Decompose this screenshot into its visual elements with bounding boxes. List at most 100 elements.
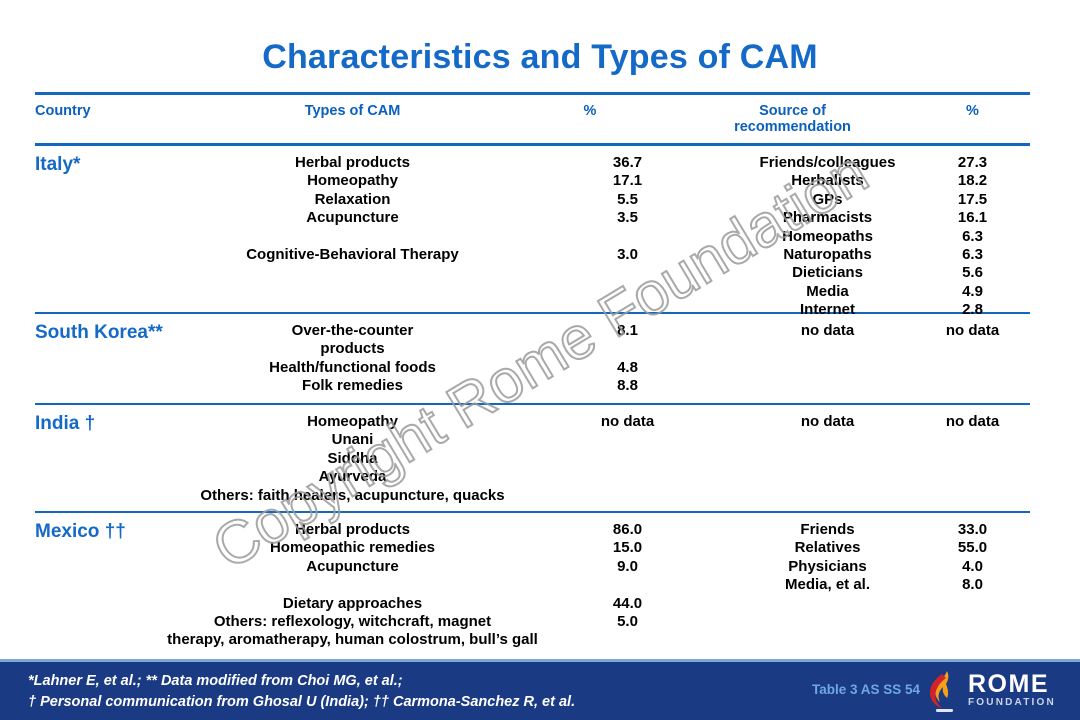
footnote-line-1: *Lahner E, et al.; ** Data modified from… [28,673,403,689]
value: 15.0 [612,539,643,557]
table-row-india: India † Homeopathy Unani Siddha Ayurveda… [35,405,1030,511]
list-item: Internet [799,301,855,319]
list-item: GPs [812,190,843,208]
value: 6.3 [962,227,983,245]
value: 6.3 [962,245,983,263]
list-item: Cognitive-Behavioral Therapy [246,245,459,263]
footnote-references: *Lahner E, et al.; ** Data modified from… [28,671,575,713]
value: 8.8 [617,377,638,395]
percent-list-india: no data [535,413,720,431]
percent-list-italy: 36.7 17.1 5.5 3.5 3.0 [535,154,720,264]
logo-wordmark: ROME FOUNDATION [968,671,1064,709]
column-header-percent-2: % [966,103,979,119]
list-item: Herbalists [791,172,864,190]
value: 5.6 [962,264,983,282]
list-item: Others: reflexology, witchcraft, magnet [213,612,492,630]
table-header-row: Country Types of CAM % Source of recomme… [35,95,1030,143]
value: 3.5 [617,209,638,227]
row-rule-after-south-korea [35,403,1030,405]
list-item: Relaxation [314,190,391,208]
types-list-india: Homeopathy Unani Siddha Ayurveda Others:… [150,413,555,505]
list-item: Relatives [794,539,861,557]
list-item: Acupuncture [306,209,399,227]
list-item: products [320,340,385,358]
types-list-mexico: Herbal products Homeopathic remedies Acu… [150,521,555,650]
list-item: Dietary approaches [282,594,423,612]
row-rule-after-italy [35,312,1030,314]
percent-list-south-korea: 8.1 4.8 8.8 [535,322,720,396]
list-item: therapy, aromatherapy, human colostrum, … [167,631,538,649]
column-header-source-line1: Source of [759,103,826,119]
page-title: Characteristics and Types of CAM [262,38,818,76]
table-row-italy: Italy* Herbal products Homeopathy Relaxa… [35,146,1030,318]
value: 17.1 [612,172,643,190]
list-item: Homeopaths [782,227,873,245]
value: 5.5 [617,190,638,208]
value-spacer [535,340,720,358]
list-item: no data [800,322,855,339]
header-bottom-rule [35,143,1030,146]
types-list-italy: Herbal products Homeopathy Relaxation Ac… [150,154,555,264]
value: 2.8 [962,301,983,319]
percent-list-mexico: 86.0 15.0 9.0 44.0 5.0 [535,521,720,631]
list-item-spacer [150,228,555,246]
list-item: Homeopathic remedies [269,539,436,557]
value: 86.0 [612,521,643,538]
value: 44.0 [612,594,643,612]
country-label-india: India † [35,413,96,434]
footer-bar: *Lahner E, et al.; ** Data modified from… [0,659,1080,720]
list-item: Media, et al. [784,576,871,594]
column-header-source-line2: recommendation [734,119,851,135]
list-item: Dieticians [792,264,863,282]
value: 16.1 [957,209,988,227]
table-top-rule [35,92,1030,95]
source-list-south-korea: no data [690,322,965,340]
column-header-country: Country [35,103,91,119]
value: 4.9 [962,282,983,300]
table-row-south-korea: South Korea** Over-the-counter products … [35,314,1030,403]
list-item: Over-the-counter [291,322,414,339]
country-label-italy: Italy* [35,154,81,175]
value: 8.1 [617,322,638,339]
list-item: Folk remedies [302,377,403,395]
types-list-south-korea: Over-the-counter products Health/functio… [150,322,555,396]
source-percent-list-india: no data [915,413,1030,431]
logo-name: ROME [968,670,1049,698]
source-percent-list-south-korea: no data [915,322,1030,340]
list-item: Herbal products [294,521,411,538]
value: 8.0 [962,576,983,594]
value: 9.0 [617,557,638,575]
source-list-italy: Friends/colleagues Herbalists GPs Pharma… [690,154,965,320]
list-item: Physicians [788,557,867,575]
list-item: Siddha [327,449,378,467]
value: 4.8 [617,358,638,376]
rome-foundation-logo: ROME FOUNDATION [924,667,1066,715]
list-item: Herbal products [294,154,411,171]
source-percent-list-italy: 27.3 18.2 17.5 16.1 6.3 6.3 5.6 4.9 2.8 [915,154,1030,320]
source-percent-list-mexico: 33.0 55.0 4.0 8.0 [915,521,1030,595]
cam-table: Country Types of CAM % Source of recomme… [35,92,1030,648]
value: 5.0 [617,612,638,630]
footnote-line-2: † Personal communication from Ghosal U (… [28,694,576,710]
value: no data [945,413,1000,430]
table-row-mexico: Mexico †† Herbal products Homeopathic re… [35,513,1030,648]
value: 33.0 [957,521,988,538]
flame-icon [930,671,953,712]
value: no data [945,322,1000,339]
list-item: Naturopaths [783,245,872,263]
list-item: Homeopathy [307,413,398,430]
list-item: Pharmacists [782,209,873,227]
source-list-india: no data [690,413,965,431]
column-header-types: Types of CAM [304,103,401,119]
list-item: Unani [331,431,374,449]
list-item: Friends [800,521,855,538]
value: 18.2 [957,172,988,190]
value: 17.5 [957,190,988,208]
list-item: Acupuncture [306,557,399,575]
country-label-south-korea: South Korea** [35,322,163,343]
list-item: Others: faith healers, acupuncture, quac… [200,486,505,504]
source-list-mexico: Friends Relatives Physicians Media, et a… [690,521,965,595]
slide-reference-tag: Table 3 AS SS 54 [811,682,920,697]
country-label-mexico: Mexico †† [35,521,126,542]
